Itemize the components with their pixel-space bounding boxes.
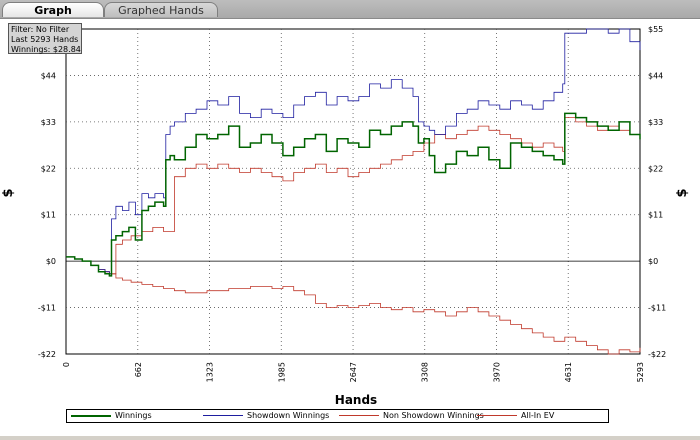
chart-legend: Winnings Showdown Winnings Non Showdown … <box>66 409 609 423</box>
y-tick-label-right: $55 <box>648 25 663 34</box>
legend-item-showdown: Showdown Winnings <box>203 410 329 422</box>
x-tick-label: 2647 <box>349 362 358 382</box>
y-tick-label-right: $22 <box>648 164 663 173</box>
x-axis-label: Hands <box>335 393 377 407</box>
legend-swatch-showdown <box>203 415 243 416</box>
winnings-total-text: Winnings: $28.84 <box>11 45 81 54</box>
tab-graphed-hands[interactable]: Graphed Hands <box>104 2 218 17</box>
tab-bar: Graph Graphed Hands <box>0 0 700 19</box>
y-axis-label-right: $ <box>675 188 690 197</box>
graph-panel: 0 662 1323 1985 2647 3308 3970 4631 5293 -$22 -$22… <box>0 19 700 436</box>
y-tick-label-left: $22 <box>41 164 56 173</box>
x-tick-label: 3970 <box>493 362 502 382</box>
y-tick-label-right: -$22 <box>648 350 666 359</box>
y-tick-label-left: $44 <box>41 71 56 80</box>
x-tick-label: 4631 <box>564 362 573 382</box>
y-tick-label-left: -$22 <box>38 350 56 359</box>
filter-text: Filter: No Filter <box>11 25 70 34</box>
legend-swatch-allin-ev <box>477 415 517 416</box>
series-line-showdown-winnings <box>66 28 641 275</box>
legend-swatch-non-showdown <box>339 415 379 416</box>
y-tick-label-left: $11 <box>41 211 56 220</box>
x-tick-label: 662 <box>134 362 143 377</box>
y-tick-label-left: -$11 <box>38 304 56 313</box>
tab-graph[interactable]: Graph <box>2 2 104 17</box>
legend-item-allin-ev: All-In EV <box>477 410 554 422</box>
x-tick-label: 3308 <box>421 362 430 382</box>
y-tick-label-right: $0 <box>648 257 658 266</box>
series-line-winnings <box>66 112 641 277</box>
grid-lines <box>65 28 641 355</box>
legend-item-non-showdown: Non Showdown Winnings <box>339 410 484 422</box>
filter-info-box: Filter: No Filter Last 5293 Hands Winnin… <box>8 23 82 54</box>
y-axis-label-left: $ <box>1 188 16 197</box>
y-tick-label-right: $33 <box>648 118 663 127</box>
x-tick-label: 5293 <box>636 362 645 382</box>
y-tick-label-right: -$11 <box>648 304 666 313</box>
tick-labels: 0 662 1323 1985 2647 3308 3970 4631 5293-$22 -$22… <box>38 25 666 382</box>
x-tick-label: 0 <box>62 362 71 367</box>
x-tick-label: 1323 <box>205 362 214 382</box>
legend-swatch-winnings <box>71 414 111 417</box>
legend-item-winnings: Winnings <box>71 410 152 422</box>
series-lines <box>66 28 641 355</box>
hands-count-text: Last 5293 Hands <box>11 35 79 44</box>
y-tick-label-right: $44 <box>648 71 663 80</box>
y-tick-label-left: $33 <box>41 118 56 127</box>
winnings-chart: 0 662 1323 1985 2647 3308 3970 4631 5293-$22 -$22… <box>1 25 690 407</box>
series-line-all-in-ev <box>66 256 641 355</box>
y-tick-label-left: $0 <box>46 257 56 266</box>
plot-area <box>65 28 641 355</box>
x-tick-label: 1985 <box>277 362 286 382</box>
y-tick-label-right: $11 <box>648 211 663 220</box>
